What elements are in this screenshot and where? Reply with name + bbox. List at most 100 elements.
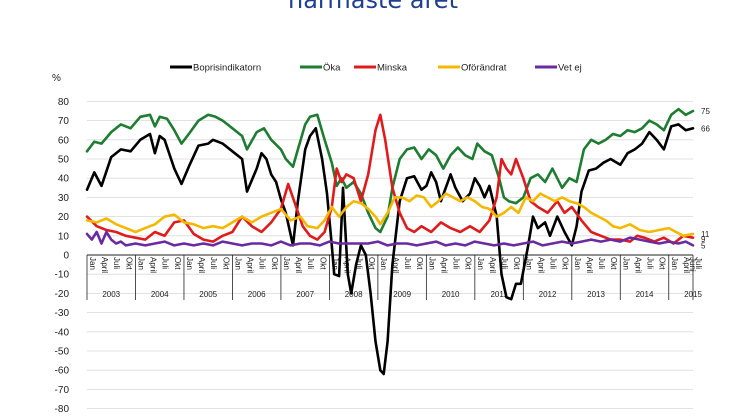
- y-tick-label: -60: [55, 366, 70, 377]
- x-month-label: Juli: [452, 257, 461, 269]
- legend: Bopris­indikatorn Öka Minska Oförändrat Vet …: [170, 63, 582, 74]
- x-month-label: Jan: [427, 257, 436, 270]
- y-tick-label: 80: [58, 97, 70, 108]
- chart-title: närmaste året: [288, 0, 458, 14]
- end-value-label: 66: [701, 124, 710, 133]
- grid-lines: [87, 101, 693, 410]
- x-month-label: Juli: [694, 257, 703, 269]
- x-month-label: Okt: [415, 257, 424, 270]
- series-line-boprisindikatorn: [85, 123, 695, 376]
- end-value-label: 9: [701, 235, 706, 244]
- y-tick-label: -50: [55, 347, 70, 358]
- x-month-label: Jan: [573, 257, 582, 270]
- y-tick-label: 0: [63, 251, 69, 262]
- x-month-label: Jan: [282, 257, 291, 270]
- legend-label: Minska: [377, 63, 408, 74]
- y-tick-label: -70: [55, 385, 70, 396]
- y-tick-label: -10: [55, 270, 70, 281]
- x-month-label: April: [439, 257, 448, 273]
- x-month-label: Juli: [646, 257, 655, 269]
- x-month-label: Juli: [355, 257, 364, 269]
- x-year-label: 2012: [539, 290, 557, 299]
- x-month-label: Okt: [561, 257, 570, 270]
- x-year-label: 2007: [296, 290, 314, 299]
- x-month-label: April: [488, 257, 497, 273]
- y-tick-label: 70: [58, 116, 70, 127]
- x-month-label: April: [294, 257, 303, 273]
- series-lines: [85, 107, 695, 376]
- x-month-label: Jan: [621, 257, 630, 270]
- series-line-oförändrat: [85, 192, 695, 238]
- series-line-minska: [85, 113, 695, 245]
- x-month-label: Jan: [136, 257, 145, 270]
- x-year-label: 2010: [442, 290, 460, 299]
- y-tick-label: 20: [58, 212, 70, 223]
- x-month-label: Okt: [609, 257, 618, 270]
- y-tick-label: -20: [55, 289, 70, 300]
- x-year-label: 2009: [393, 290, 411, 299]
- end-value-label: 5: [701, 241, 706, 250]
- x-month-label: April: [149, 257, 158, 273]
- x-month-label: Juli: [112, 257, 121, 269]
- y-axis-unit-label: %: [52, 73, 61, 84]
- y-tick-label: 60: [58, 135, 70, 146]
- x-year-label: 2014: [636, 290, 654, 299]
- x-year-label: 2003: [102, 290, 120, 299]
- x-year-label: 2006: [248, 290, 266, 299]
- x-month-label: Okt: [512, 257, 521, 270]
- x-month-label: Juli: [549, 257, 558, 269]
- x-month-label: Okt: [221, 257, 230, 270]
- x-month-label: April: [197, 257, 206, 273]
- x-year-label: 2005: [199, 290, 217, 299]
- x-month-label: April: [585, 257, 594, 273]
- x-month-label: Juli: [500, 257, 509, 269]
- y-axis: % 80 70 60 50 40 30 20 10 0 -10 -20 -30 -40 -50 -60 -70 -…: [52, 73, 69, 415]
- x-month-label: Juli: [597, 257, 606, 269]
- y-tick-label: 50: [58, 155, 70, 166]
- x-month-label: Juli: [161, 257, 170, 269]
- x-month-label: Jan: [330, 257, 339, 270]
- x-month-label: Okt: [173, 257, 182, 270]
- y-tick-label: -40: [55, 327, 70, 338]
- x-month-label: Okt: [318, 257, 327, 270]
- x-month-label: Jan: [476, 257, 485, 270]
- x-year-label: 2011: [490, 290, 508, 299]
- y-tick-label: 30: [58, 193, 70, 204]
- x-month-label: Okt: [124, 257, 133, 270]
- series-line-vetej: [85, 230, 695, 247]
- x-month-label: Jan: [88, 257, 97, 270]
- x-month-label: Juli: [403, 257, 412, 269]
- x-month-label: Okt: [367, 257, 376, 270]
- x-month-label: Jan: [233, 257, 242, 270]
- y-tick-label: -30: [55, 308, 70, 319]
- y-tick-label: 10: [58, 231, 70, 242]
- x-month-label: April: [246, 257, 255, 273]
- x-month-label: Jan: [524, 257, 533, 270]
- x-month-label: Jan: [185, 257, 194, 270]
- x-year-label: 2008: [345, 290, 363, 299]
- legend-label: Öka: [323, 63, 341, 74]
- x-month-label: April: [536, 257, 545, 273]
- x-month-label: April: [633, 257, 642, 273]
- x-year-label: 2004: [151, 290, 169, 299]
- x-month-label: Jan: [670, 257, 679, 270]
- x-month-label: April: [682, 257, 691, 273]
- x-month-label: Juli: [306, 257, 315, 269]
- x-year-label: 2013: [587, 290, 605, 299]
- end-value-label: 75: [701, 107, 710, 116]
- legend-label: Vet ej: [558, 63, 582, 74]
- x-month-label: April: [391, 257, 400, 273]
- x-month-label: April: [100, 257, 109, 273]
- x-month-label: Okt: [658, 257, 667, 270]
- x-month-label: Jan: [379, 257, 388, 270]
- y-tick-label: -80: [55, 404, 70, 415]
- legend-label: Oförändrat: [461, 63, 507, 74]
- x-month-label: Juli: [209, 257, 218, 269]
- x-month-label: Okt: [270, 257, 279, 270]
- x-month-label: Okt: [464, 257, 473, 270]
- y-tick-label: 40: [58, 174, 70, 185]
- x-month-label: Juli: [258, 257, 267, 269]
